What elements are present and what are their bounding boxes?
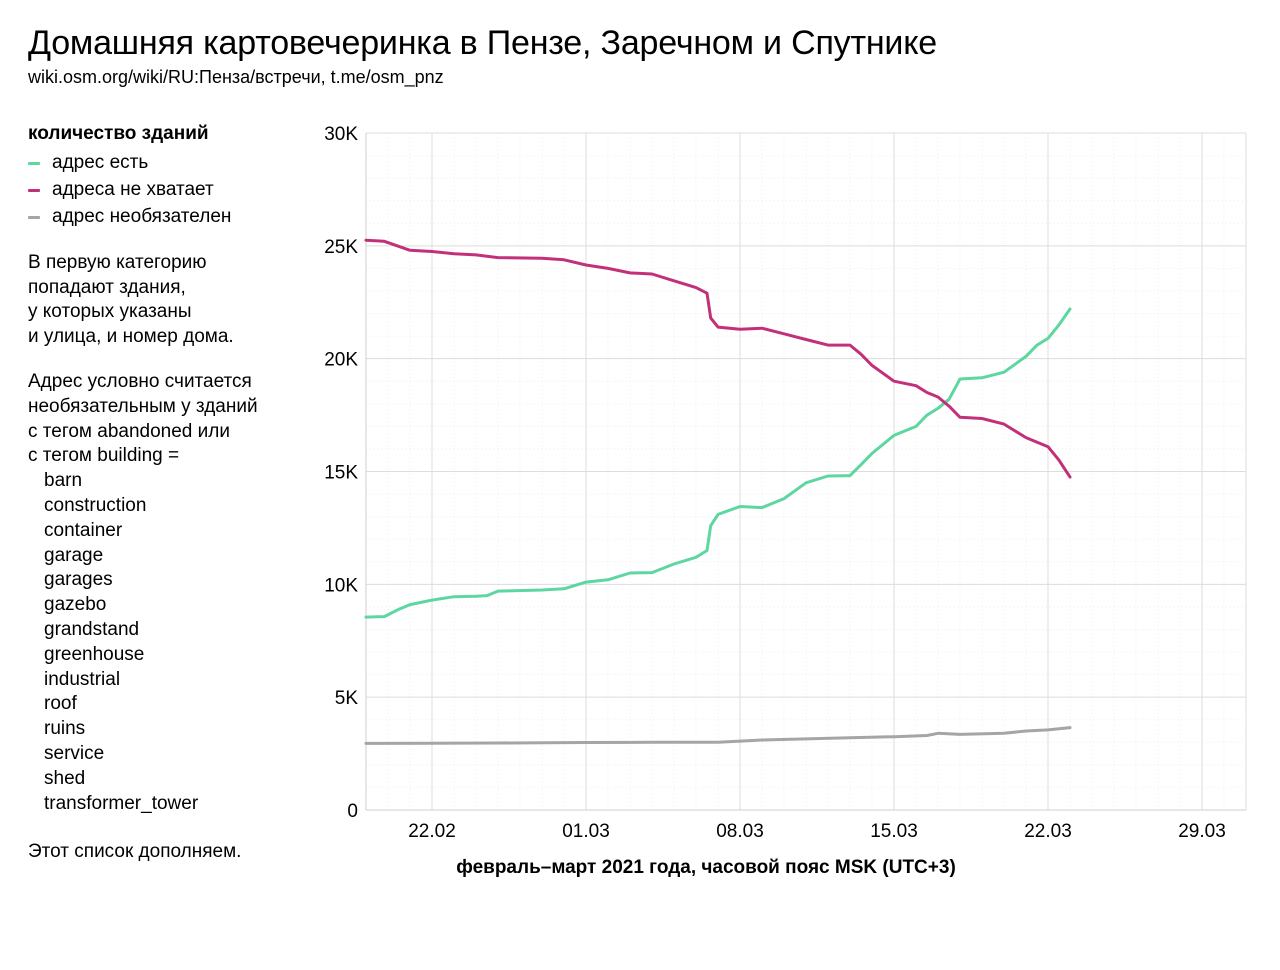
x-tick-label: 01.03 xyxy=(562,821,610,842)
legend-item-address-present: адрес есть xyxy=(28,150,318,177)
y-tick-label: 20K xyxy=(324,350,358,371)
building-tag-item: construction xyxy=(44,494,147,516)
note-line: Адрес условно считается xyxy=(28,370,252,392)
y-tick-label: 25K xyxy=(324,237,358,258)
note-line: и улица, и номер дома. xyxy=(28,326,234,348)
building-tag-item: shed xyxy=(44,767,86,789)
x-tick-label: 22.02 xyxy=(408,821,456,842)
note-line: необязательным у зданий xyxy=(28,395,258,417)
building-tag-item: gazebo xyxy=(44,594,107,616)
y-tick-label: 5K xyxy=(335,688,359,709)
note-paragraph-1: В первую категорию попадают здания, у ко… xyxy=(28,251,318,350)
building-tag-item: ruins xyxy=(44,718,86,740)
note-paragraph-2: Адрес условно считается необязательным у… xyxy=(28,370,318,816)
page-title: Домашняя картовечеринка в Пензе, Заречно… xyxy=(28,24,937,62)
legend-label: адреса не хватает xyxy=(52,178,214,200)
note-line: с тегом building = xyxy=(28,445,180,467)
series-line-0 xyxy=(364,307,1072,619)
sidebar: количество зданий адрес есть адреса не х… xyxy=(28,122,318,865)
legend-swatch xyxy=(28,188,40,192)
building-tag-item: grandstand xyxy=(44,618,140,640)
x-tick-label: 08.03 xyxy=(716,821,764,842)
building-tag-list: barn construction container garage garages ga… xyxy=(28,469,318,816)
footer-note: Этот список дополняем. xyxy=(28,841,242,863)
legend-title: количество зданий xyxy=(28,123,209,144)
note-line: у которых указаны xyxy=(28,301,192,323)
y-tick-label: 15K xyxy=(324,463,358,484)
page-subtitle: wiki.osm.org/wiki/RU:Пенза/встречи, t.me… xyxy=(28,67,444,87)
building-tag-item: roof xyxy=(44,693,77,715)
legend-swatch xyxy=(28,161,40,165)
y-tick-label: 10K xyxy=(324,575,358,596)
building-tag-item: garages xyxy=(44,569,113,591)
legend-label: адрес необязателен xyxy=(52,205,232,227)
x-axis-label: февраль–март 2021 года, часовой пояс MSK… xyxy=(456,857,956,878)
building-tag-item: greenhouse xyxy=(44,643,145,665)
x-tick-label: 29.03 xyxy=(1178,821,1226,842)
x-tick-label: 22.03 xyxy=(1024,821,1072,842)
legend-label: адрес есть xyxy=(52,151,149,173)
legend-item-address-optional: адрес необязателен xyxy=(28,204,318,231)
series-line-2 xyxy=(364,726,1072,745)
note-line: В первую категорию xyxy=(28,251,207,273)
building-tag-item: industrial xyxy=(44,668,121,690)
x-tick-label: 15.03 xyxy=(870,821,918,842)
note-line: с тегом abandoned или xyxy=(28,420,230,442)
legend-swatch xyxy=(28,215,40,219)
building-tag-item: barn xyxy=(44,470,83,492)
building-tag-item: transformer_tower xyxy=(44,792,199,814)
y-tick-label: 0 xyxy=(347,801,358,822)
y-tick-label: 30K xyxy=(324,124,358,145)
note-line: попадают здания, xyxy=(28,276,186,298)
building-tag-item: container xyxy=(44,519,123,541)
series-line-1 xyxy=(364,238,1072,479)
building-tag-item: service xyxy=(44,742,105,764)
building-tag-item: garage xyxy=(44,544,104,566)
legend-item-address-missing: адреса не хватает xyxy=(28,177,318,204)
